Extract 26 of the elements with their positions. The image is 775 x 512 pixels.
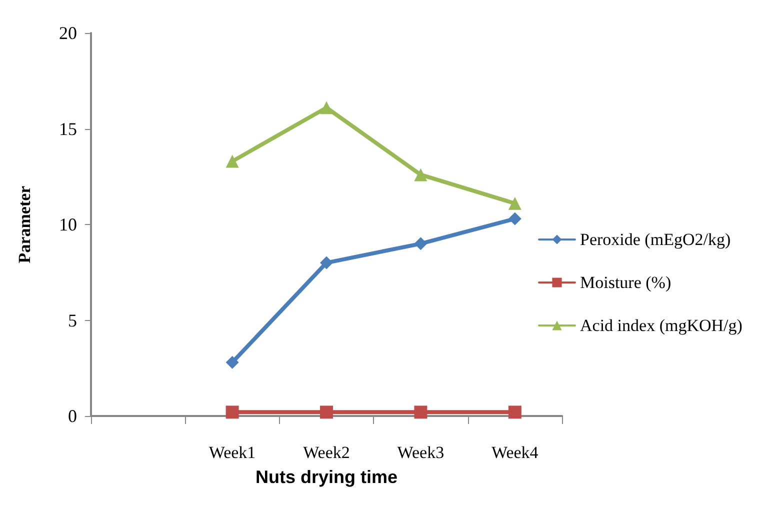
y-tick-label: 20 [59,23,77,43]
x-tick-label: Week4 [492,443,539,462]
legend-label: Peroxide (mEgO2/kg) [580,230,731,249]
point [226,154,239,168]
y-tick-label: 0 [68,406,77,426]
point [320,256,333,270]
point [508,406,522,419]
point [508,196,522,210]
x-tick-label: Week3 [397,443,444,462]
y-tick-label: 10 [59,214,77,234]
x-tick-label: Week1 [208,443,256,462]
point [320,406,333,419]
point [320,101,333,114]
point [508,212,522,226]
y-tick-label: 15 [59,118,77,139]
point [226,406,239,419]
x-axis-title: Nuts drying time [255,467,398,487]
point [414,406,428,419]
legend-label: Moisture (%) [580,273,672,292]
x-tick-label: Week2 [303,443,350,462]
legend-label: Acid index (mgKOH/g) [580,316,742,335]
point [226,356,239,369]
y-tick-label: 5 [68,310,77,330]
point [414,237,428,250]
y-axis-title: Parameter [15,185,34,264]
point [414,168,428,182]
